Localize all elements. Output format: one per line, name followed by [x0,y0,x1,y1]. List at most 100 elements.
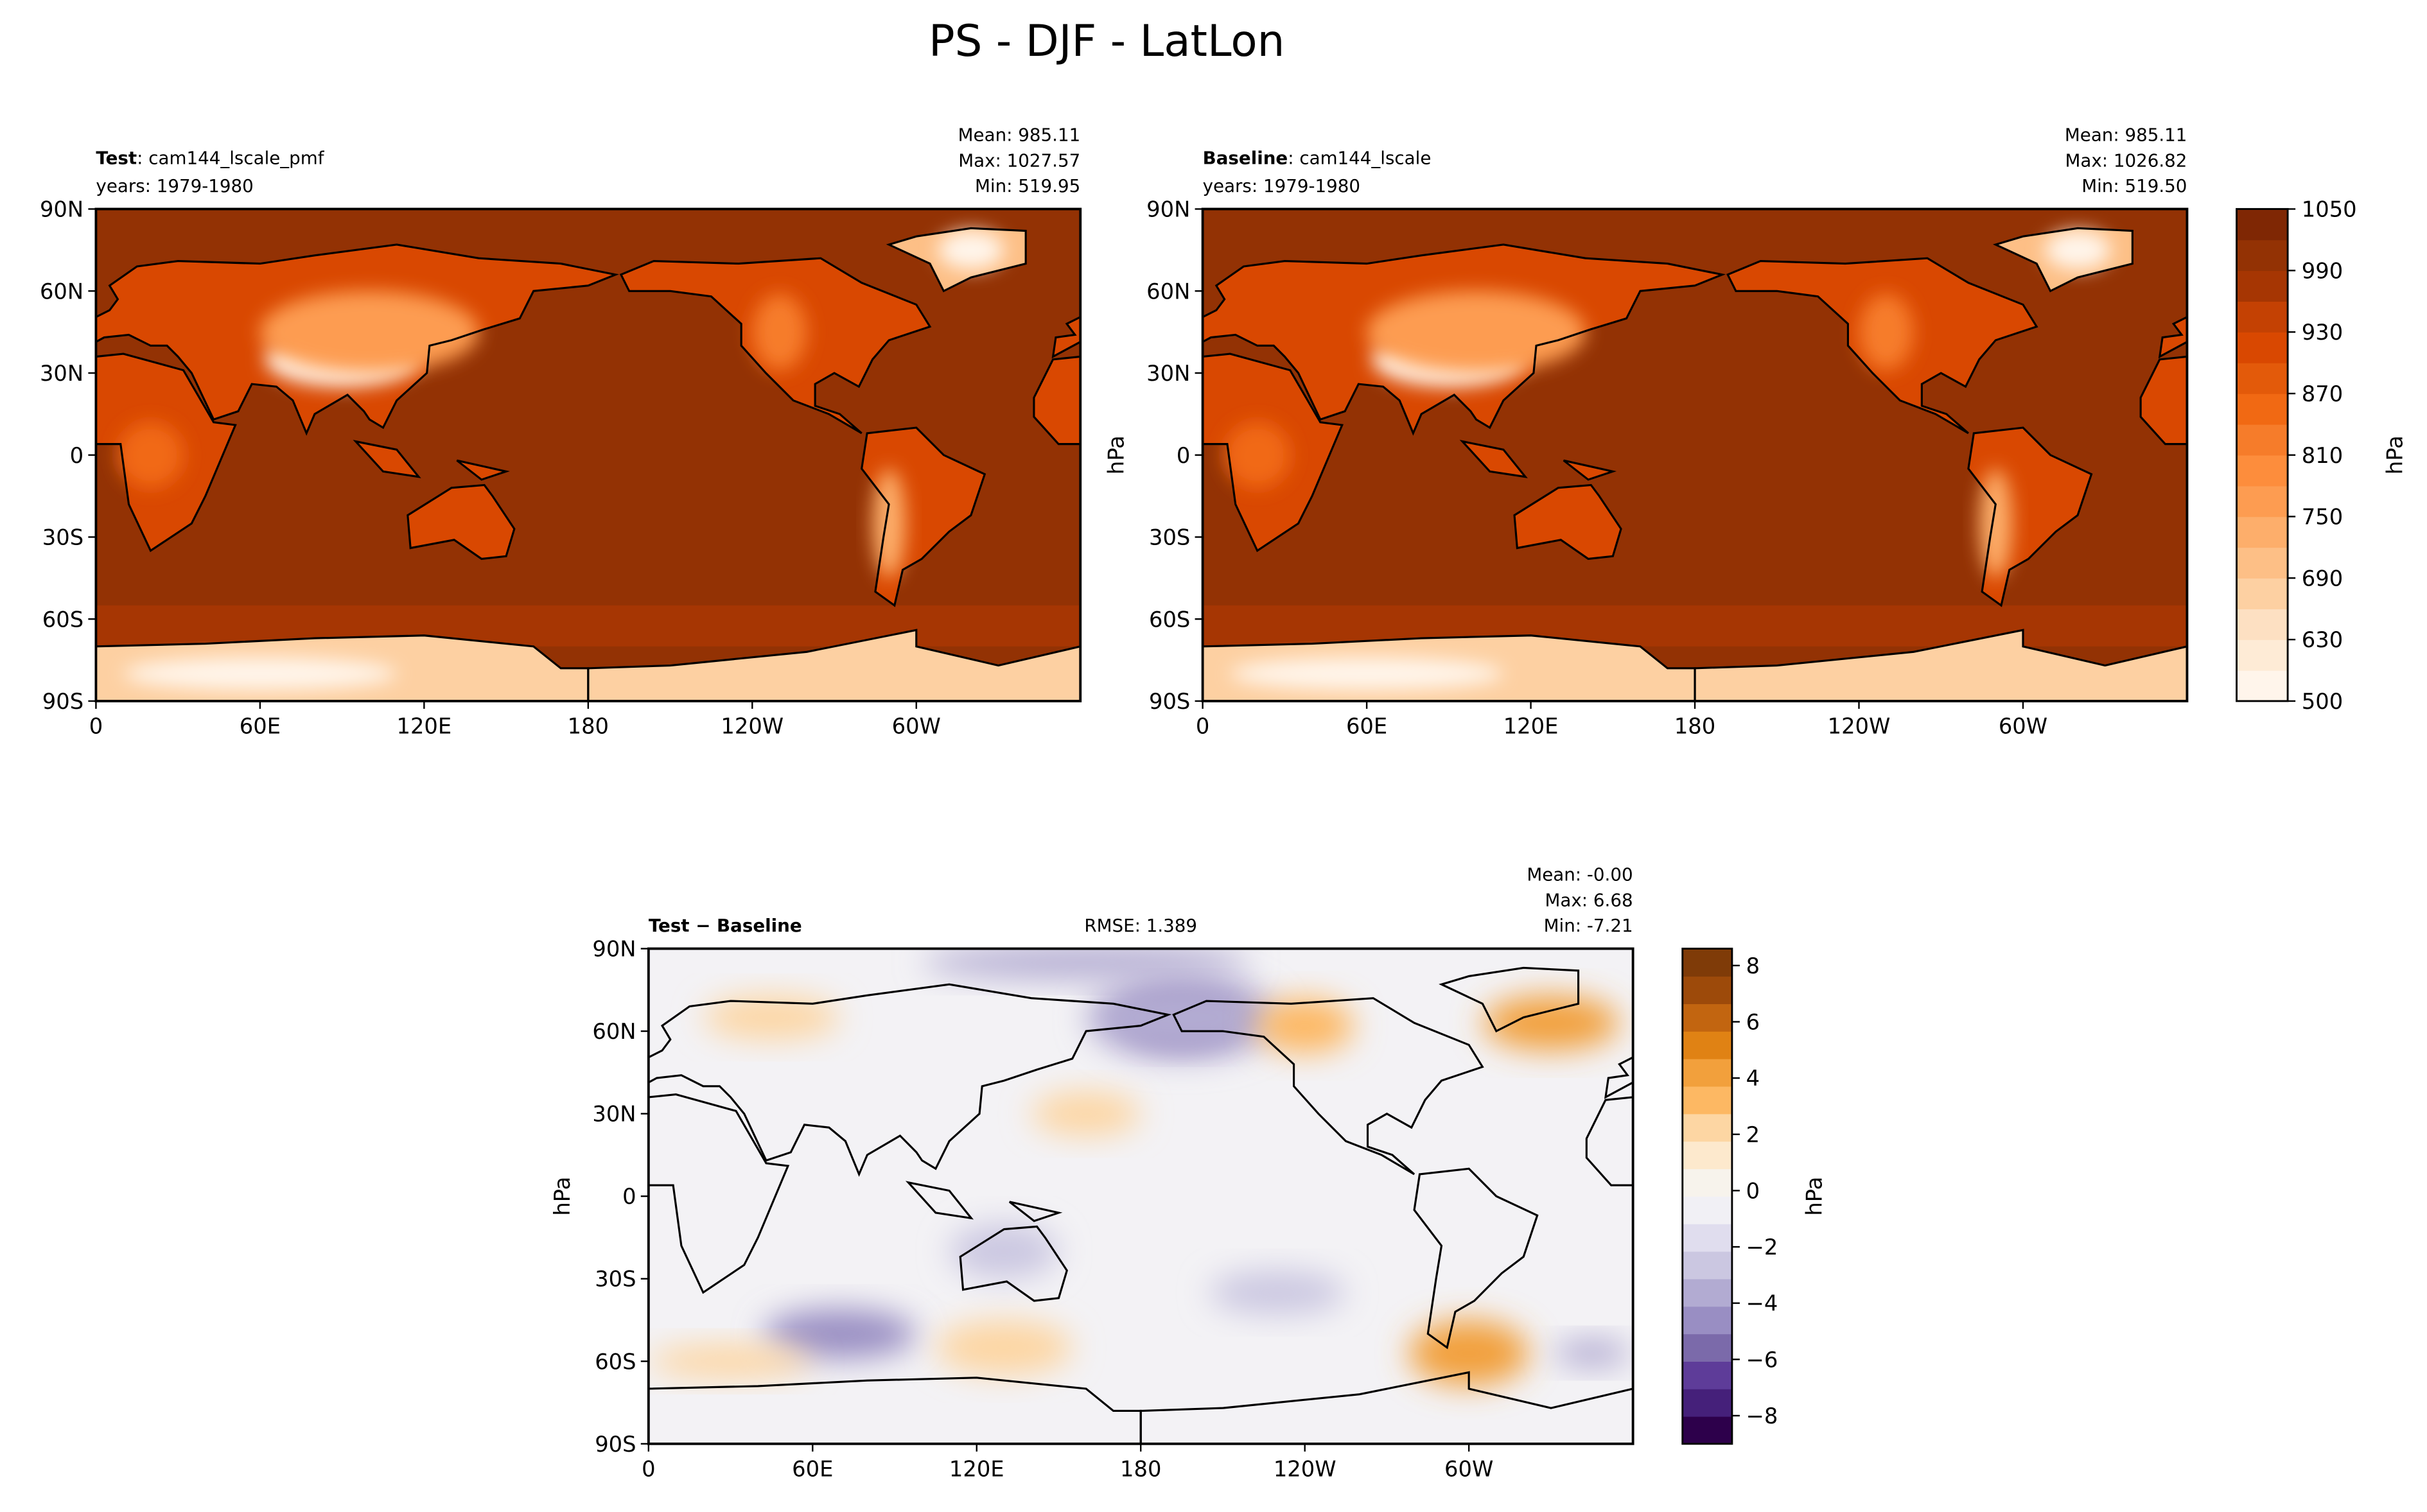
highland [1224,422,1290,488]
anomaly [1031,1091,1141,1136]
y-tick-label: 90N [40,197,83,222]
x-tick-label: 60W [1444,1456,1493,1481]
colorbar-tick-label: 870 [2302,381,2343,406]
colorbar-tick-label: 990 [2302,258,2343,283]
y-tick-label: 0 [70,443,83,468]
y-tick-label: 90N [592,937,636,962]
land [2159,317,2187,357]
colorbar-band [1682,1416,1732,1445]
colorbar-tick-label: 2 [1746,1122,1760,1147]
colorbar-tick-label: 500 [2302,689,2343,714]
stat-label: Mean: 985.11 [2065,124,2187,145]
y-tick-label: 90N [1146,197,1190,222]
anomaly [1209,1270,1346,1315]
figure-title: PS - DJF - LatLon [929,15,1284,66]
colorbar-tick-label: −4 [1746,1291,1778,1316]
coastline [1513,483,1622,560]
y-tick-label: 60N [1146,279,1190,304]
colorbar-band [2236,363,2288,394]
coastline [1202,352,1344,552]
map-field [189,948,1956,1444]
southern-band [1202,605,2187,647]
colorbar-band [2236,393,2288,425]
land [1462,441,1526,477]
colorbar-band [2236,332,2288,363]
anomaly [1256,998,1354,1054]
colorbar-band [1682,976,1732,1004]
highland [1367,291,1586,374]
highland [2045,230,2111,270]
land [1514,485,1622,559]
highland [259,291,479,374]
x-tick-label: 120E [1503,714,1559,739]
panel-title-bold: Baseline [1203,148,1288,169]
y-tick-label: 60S [1149,607,1190,632]
colorbar-band [2236,547,2288,579]
x-tick-label: 180 [1674,714,1715,739]
highland [1230,657,1503,690]
colorbar-tick-label: −8 [1746,1403,1778,1429]
y-tick-label: 60N [592,1019,636,1044]
coastline [0,228,41,291]
stat-label: Mean: 985.11 [958,124,1081,145]
coastline [1439,966,1580,1033]
coastline [1563,459,1617,481]
x-tick-label: 60E [792,1456,833,1481]
colorbar-band [1682,1031,1732,1059]
coastline [1008,1201,1063,1222]
y-tick-label: 30N [40,361,83,386]
panel-years: years: 1979-1980 [96,175,253,196]
stat-label: Max: 1027.57 [958,150,1080,171]
anomaly [935,1319,1073,1375]
stat-label: Min: 519.95 [975,175,1080,196]
x-tick-label: 180 [1120,1456,1161,1481]
land [1033,356,1081,444]
coastline [456,459,510,481]
colorbar-band [1682,1086,1732,1115]
coastline [1459,440,1528,478]
y-tick-label: 90S [595,1432,636,1457]
colorbar-band [1682,1278,1732,1307]
coastline [1992,227,2133,293]
coastline [1172,997,1484,1176]
panel-title: Test: cam144_lscale_pmf [96,148,324,169]
land [1695,630,2187,701]
highland [123,657,397,690]
colorbar-band [1682,1169,1732,1197]
coastline [189,998,498,1174]
panel-years: years: 1979-1980 [1203,175,1360,196]
colorbar-tick-label: 4 [1746,1066,1760,1091]
coastline [905,1181,974,1220]
colorbar-band [1682,1196,1732,1224]
anomaly [1086,976,1278,1059]
colorbar-band [1682,1361,1732,1389]
y-tick-label: 60S [595,1349,636,1374]
coastline [648,1377,1142,1444]
y-tick-label: 60N [40,279,83,304]
colorbar-band [1682,1334,1732,1362]
coastline [430,1169,553,1348]
panel-title-case: : cam144_lscale [1288,148,1431,169]
rmse-label: RMSE: 1.389 [1084,915,1197,936]
panel-title-bold: Test [96,148,137,169]
panel-title-bold: Test − Baseline [649,915,802,936]
colorbar-band [2236,578,2288,609]
stat-label: Max: 1026.82 [2065,150,2187,171]
x-tick-label: 0 [89,714,103,739]
coastline [886,227,1027,293]
highland [752,293,807,370]
coastline [1893,1183,1956,1219]
anomaly [648,1344,813,1378]
map-field [1202,209,2187,701]
y-tick-label: 0 [1177,443,1190,468]
colorbar-band [1682,1251,1732,1280]
highland [1859,293,1914,370]
colorbar-label: hPa [2382,435,2407,474]
stat-label: Min: 519.50 [2081,175,2187,196]
x-tick-label: 120W [721,714,784,739]
y-tick-label: 90S [42,689,83,714]
y-tick-label: 30N [1146,361,1190,386]
anomaly [1482,995,1620,1051]
